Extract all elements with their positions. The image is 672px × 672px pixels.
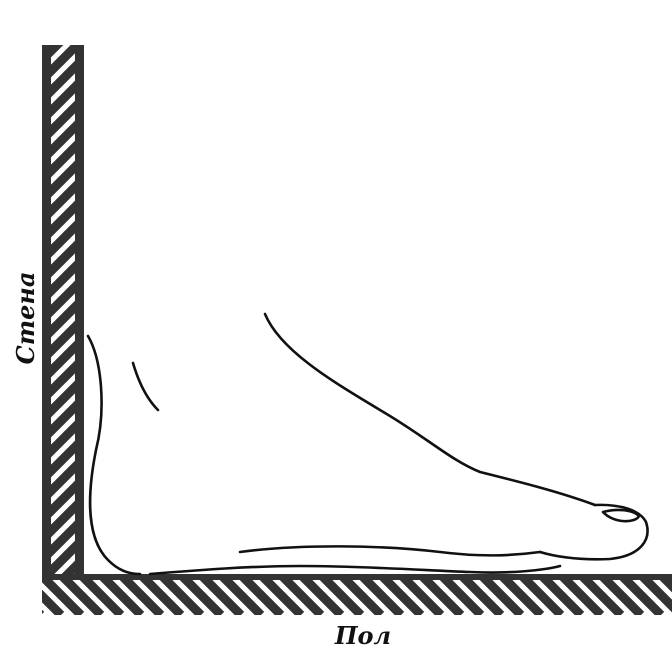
floor-hatch-stripe: [256, 574, 305, 615]
wall-hatch-stripe: [42, 0, 84, 20]
floor-hatch-stripe: [576, 574, 625, 615]
floor-hatch-stripe: [436, 574, 485, 615]
floor-hatch-stripe: [56, 574, 105, 615]
floor-hatch-stripe: [556, 574, 605, 615]
foot-outline: [86, 312, 649, 576]
instep-line: [263, 312, 597, 507]
ankle-line: [131, 361, 160, 412]
wall: [42, 0, 84, 578]
wall-edge-right: [75, 45, 84, 578]
floor-hatch-stripe: [76, 574, 125, 615]
floor-hatching: [42, 574, 672, 615]
floor-hatch-stripe: [376, 574, 425, 615]
floor-hatch-stripe: [176, 574, 225, 615]
floor-hatch-stripe: [42, 609, 45, 614]
wall-edge-left: [42, 45, 51, 578]
floor-hatch-stripe: [656, 574, 672, 593]
floor-hatch-stripe: [42, 589, 65, 615]
floor-hatch-stripe: [136, 574, 185, 615]
floor-hatch-stripe: [296, 574, 345, 615]
floor-hatch-stripe: [116, 574, 165, 615]
floor-hatch-stripe: [216, 574, 265, 615]
floor-hatch-stripe: [416, 574, 465, 615]
floor-hatch-stripe: [316, 574, 365, 615]
floor-hatch-stripe: [516, 574, 565, 615]
floor-hatch-stripe: [42, 574, 85, 615]
floor-label: Пол: [334, 621, 392, 650]
floor-hatch-stripe: [396, 574, 445, 615]
floor-hatch-stripe: [456, 574, 505, 615]
floor-hatch-stripe: [636, 574, 672, 613]
floor-hatch-stripe: [356, 574, 405, 615]
floor-hatch-stripe: [336, 574, 385, 615]
arch-line: [238, 545, 542, 557]
floor-hatch-stripe: [496, 574, 545, 615]
floor-edge-top: [42, 574, 672, 580]
floor-hatch-stripe: [96, 574, 145, 615]
wall-label: Стена: [11, 271, 40, 365]
heel-curve: [86, 334, 142, 576]
floor-hatch-stripe: [276, 574, 325, 615]
floor-hatch-stripe: [196, 574, 245, 615]
toe-top: [538, 503, 649, 561]
sole-line: [148, 564, 562, 576]
floor-hatch-stripe: [596, 574, 645, 615]
wall-hatch-stripe: [42, 0, 84, 40]
floor-hatch-stripe: [616, 574, 665, 615]
floor-hatch-stripe: [536, 574, 585, 615]
floor: [42, 574, 672, 615]
floor-hatch-stripe: [476, 574, 525, 615]
toenail: [601, 508, 641, 523]
floor-hatch-stripe: [156, 574, 205, 615]
floor-hatch-stripe: [236, 574, 285, 615]
